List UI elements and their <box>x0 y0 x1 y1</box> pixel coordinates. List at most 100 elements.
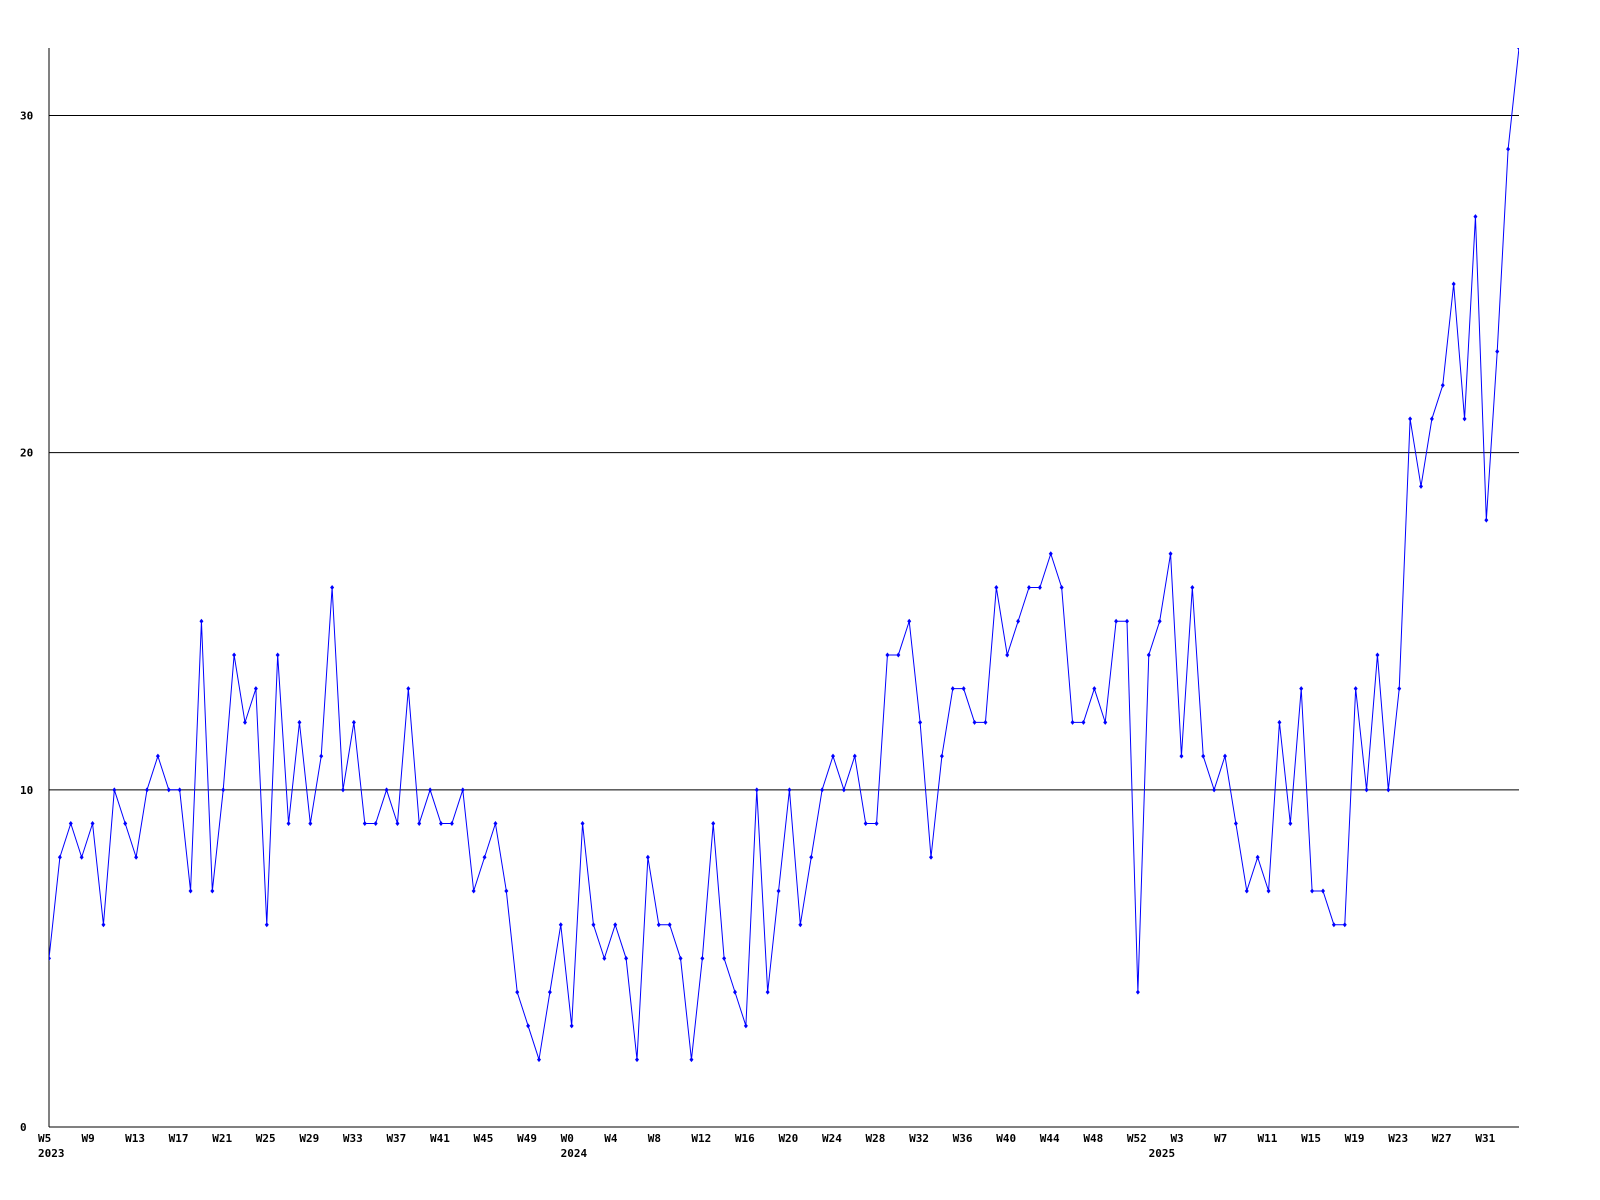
x-tick-label: W4 <box>604 1132 618 1145</box>
x-tick-label: W23 <box>1388 1132 1408 1145</box>
data-point <box>199 618 204 624</box>
data-point <box>101 922 106 928</box>
data-point <box>624 955 629 961</box>
data-point <box>79 854 84 860</box>
data-point <box>591 922 596 928</box>
data-point <box>580 821 585 827</box>
data-point <box>145 787 149 793</box>
y-tick-label: 0 <box>20 1121 27 1134</box>
x-tick-label: W17 <box>169 1132 189 1145</box>
data-point <box>188 888 193 894</box>
data-point <box>319 753 324 759</box>
data-point <box>308 821 313 827</box>
data-point <box>515 989 520 995</box>
x-tick-label: W8 <box>648 1132 661 1145</box>
data-point <box>918 719 923 725</box>
data-point <box>1342 922 1347 928</box>
data-point <box>1223 753 1227 759</box>
data-point <box>1201 753 1206 759</box>
year-label: 2025 <box>1149 1147 1176 1160</box>
x-tick-label: W12 <box>691 1132 711 1145</box>
data-point <box>1212 787 1217 793</box>
data-point <box>950 686 955 692</box>
x-tick-label: W13 <box>125 1132 145 1145</box>
data-point <box>1473 214 1478 220</box>
x-tick-label: W15 <box>1301 1132 1321 1145</box>
data-point <box>907 618 912 624</box>
x-tick-label: W5 <box>38 1132 51 1145</box>
data-point <box>1310 888 1315 894</box>
data-point <box>166 787 171 793</box>
data-point <box>275 652 280 658</box>
data-point <box>765 989 770 995</box>
x-tick-label: W0 <box>561 1132 574 1145</box>
x-tick-label: W19 <box>1345 1132 1365 1145</box>
x-tick-label: W37 <box>386 1132 406 1145</box>
data-point <box>929 854 933 860</box>
data-point <box>537 1057 541 1063</box>
data-point <box>155 753 160 759</box>
data-point <box>1429 416 1434 422</box>
plot-area <box>49 48 1519 1063</box>
data-point <box>711 821 716 827</box>
x-tick-label: W45 <box>474 1132 494 1145</box>
data-point <box>221 787 226 793</box>
data-point <box>112 787 117 793</box>
x-tick-label: W48 <box>1083 1132 1103 1145</box>
data-point <box>1440 382 1445 388</box>
data-point <box>1364 787 1369 793</box>
data-point <box>961 686 966 692</box>
data-point <box>482 854 487 860</box>
x-tick-label: W52 <box>1127 1132 1147 1145</box>
data-point <box>330 585 335 590</box>
data-point <box>1103 719 1108 725</box>
y-tick-label: 20 <box>20 447 33 460</box>
data-point <box>547 989 552 995</box>
x-tick-label: W11 <box>1258 1132 1278 1145</box>
data-point <box>1517 48 1519 51</box>
data-point <box>1070 719 1075 725</box>
x-tick-label: W44 <box>1040 1132 1060 1145</box>
data-point <box>1168 551 1173 557</box>
data-point <box>1451 281 1456 287</box>
x-tick-label: W27 <box>1432 1132 1452 1145</box>
data-point <box>885 652 890 658</box>
x-tick-label: W49 <box>517 1132 537 1145</box>
data-point <box>645 854 650 860</box>
data-point <box>177 787 182 793</box>
data-point <box>809 854 814 860</box>
data-point <box>493 821 498 827</box>
data-point <box>395 821 400 827</box>
data-point <box>1484 517 1489 523</box>
x-tick-label: W40 <box>996 1132 1016 1145</box>
x-tick-label: W9 <box>82 1132 95 1145</box>
data-point <box>820 787 825 793</box>
x-tick-label: W3 <box>1170 1132 1183 1145</box>
data-point <box>656 922 661 928</box>
data-point <box>776 888 781 894</box>
data-point <box>558 922 563 928</box>
x-tick-label: W41 <box>430 1132 450 1145</box>
data-point <box>1419 483 1423 489</box>
data-point <box>733 989 737 995</box>
data-point <box>297 719 302 725</box>
data-point <box>667 922 672 928</box>
data-point <box>362 821 367 827</box>
y-tick-label: 10 <box>20 784 33 797</box>
data-point <box>831 753 835 759</box>
data-point <box>90 821 95 827</box>
data-point <box>1321 888 1325 894</box>
data-point <box>1397 686 1402 692</box>
y-tick-label: 30 <box>20 109 33 122</box>
data-point <box>1048 551 1053 557</box>
data-point <box>1146 652 1151 658</box>
data-point <box>1244 888 1249 894</box>
data-point <box>1277 719 1282 725</box>
year-label: 2023 <box>38 1147 65 1160</box>
data-point <box>57 854 62 860</box>
data-point <box>1190 585 1195 590</box>
data-point <box>874 821 879 827</box>
data-point <box>1179 753 1184 759</box>
data-point <box>1299 686 1304 692</box>
